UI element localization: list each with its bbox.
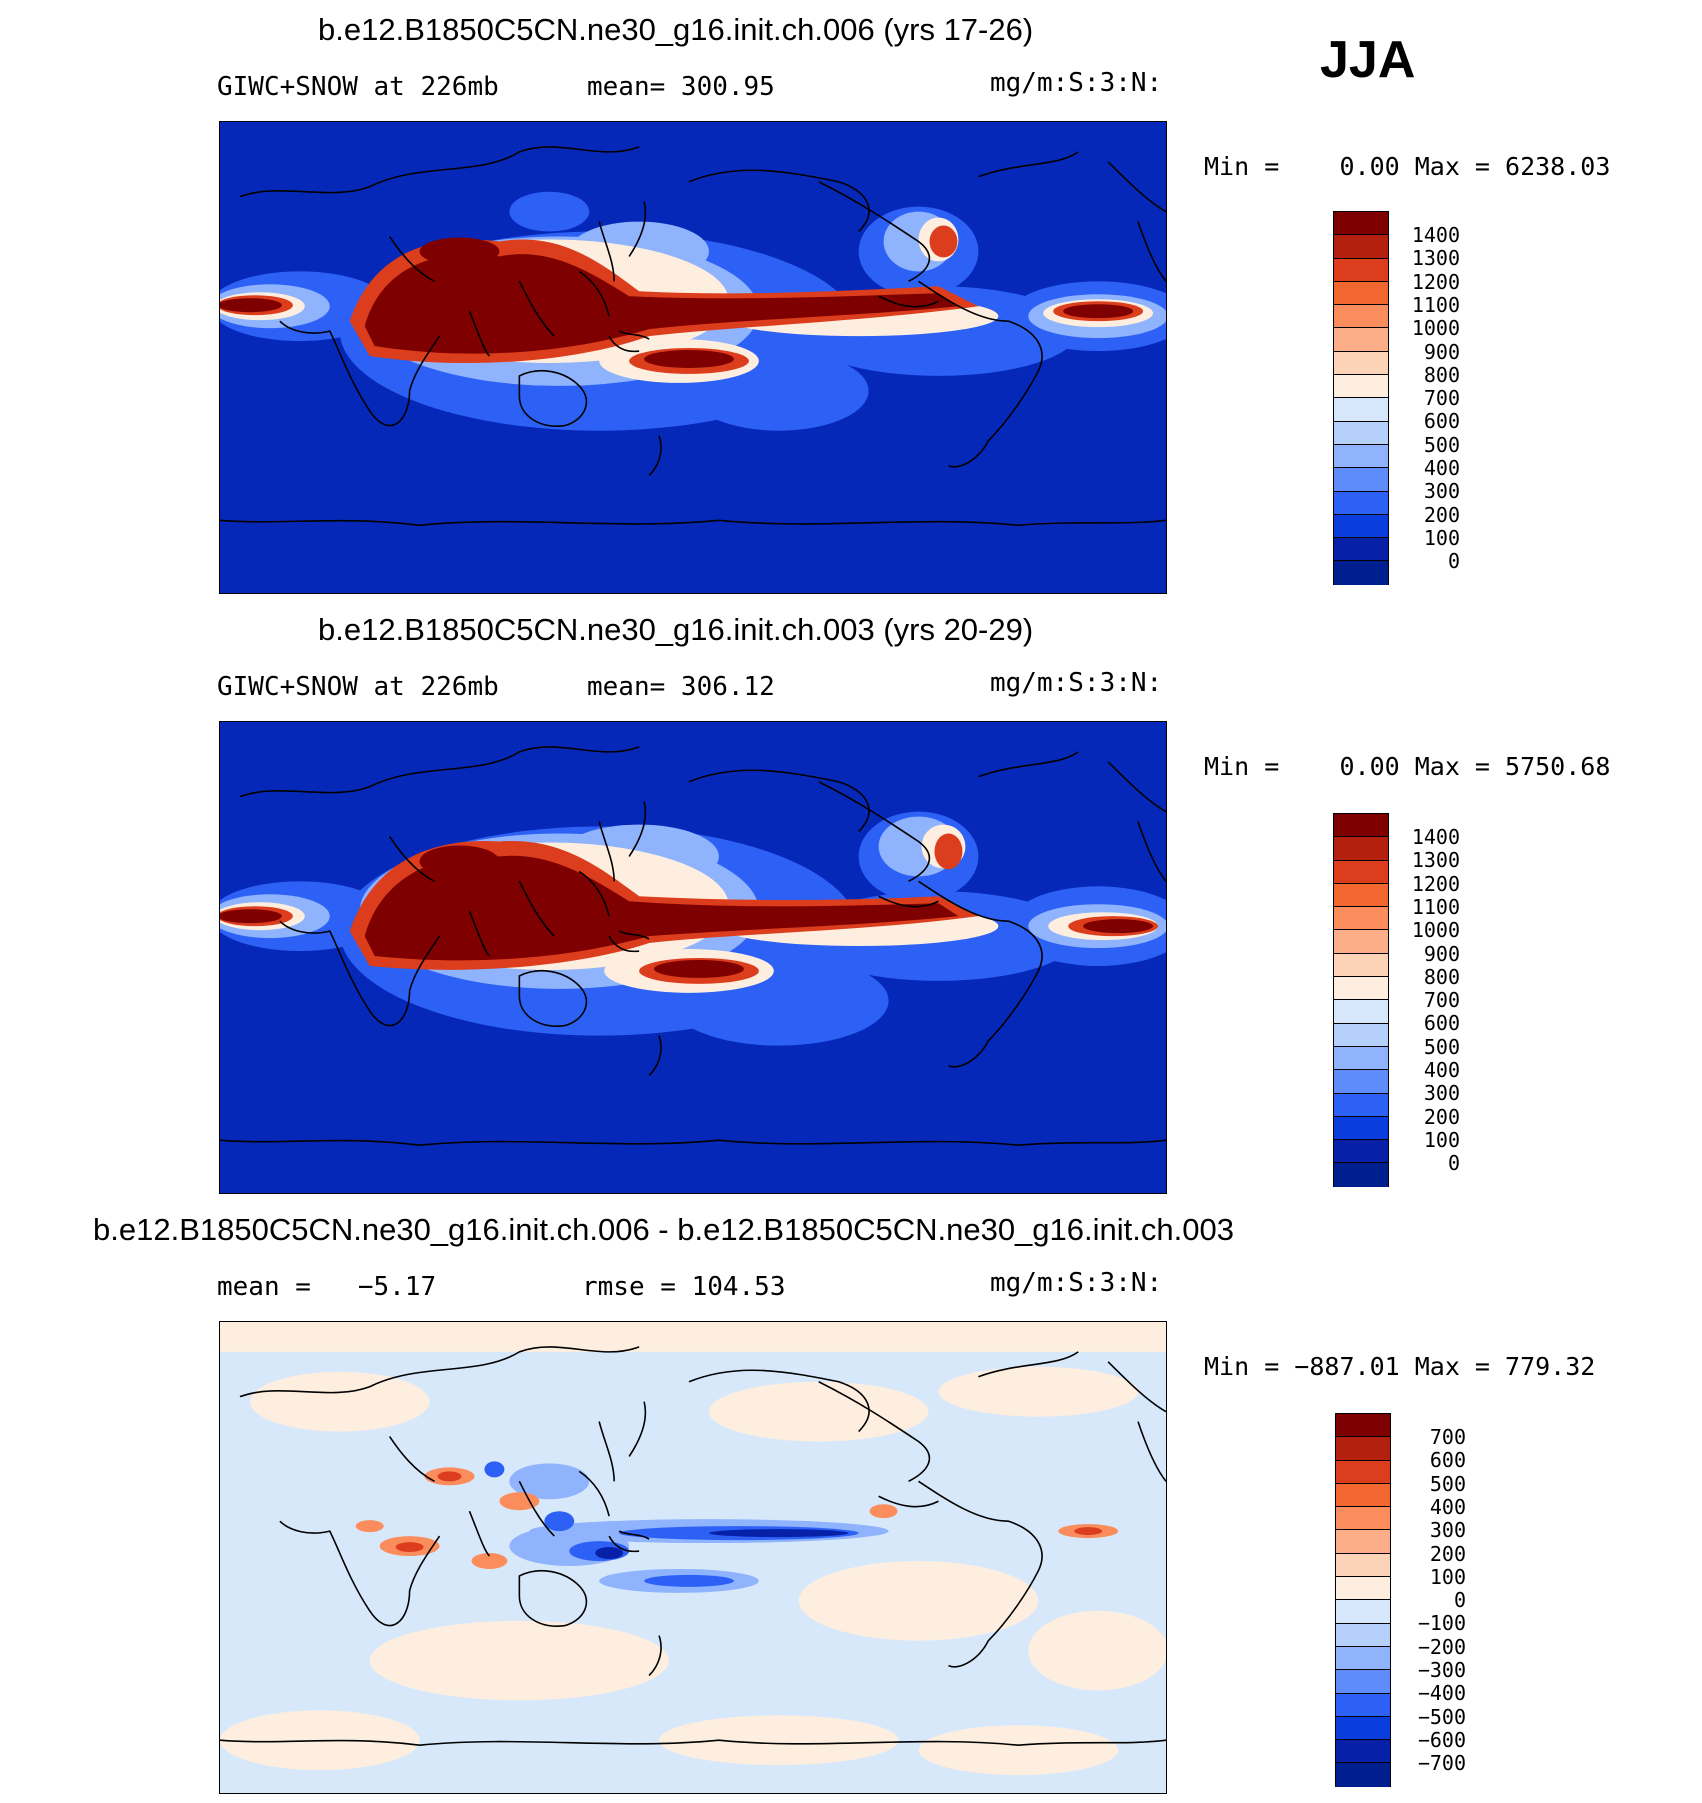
season-label: JJA (1320, 31, 1416, 89)
colorbar-label: 900 (1423, 339, 1460, 364)
colorbar-label: 900 (1423, 941, 1460, 966)
colorbar-label: 400 (1423, 1058, 1460, 1082)
colorbar-label: 100 (1429, 1564, 1466, 1589)
panel2-variable-label: GIWC+SNOW at 226mb (217, 672, 499, 702)
panel3-colorbar (1335, 1413, 1391, 1787)
colorbar-label: −600 (1417, 1727, 1466, 1752)
colorbar-label: 500 (1429, 1471, 1466, 1496)
panel3-rmse-label: rmse = 104.53 (582, 1272, 786, 1302)
colorbar-label: 500 (1423, 1034, 1460, 1059)
colorbar-label: −500 (1417, 1704, 1466, 1729)
panel1-title: b.e12.B1850C5CN.ne30_g16.init.ch.006 (yr… (318, 12, 1034, 47)
colorbar-label: 1100 (1411, 894, 1460, 919)
colorbar-label: −700 (1417, 1751, 1466, 1776)
colorbar-label: 1200 (1411, 269, 1460, 294)
colorbar-label: 400 (1429, 1494, 1466, 1519)
colorbar-label: 300 (1423, 1081, 1460, 1106)
panel1-units-label: mg/m:S:3:N: (990, 68, 1163, 98)
colorbar-label: −200 (1417, 1634, 1466, 1659)
panel1-minmax: Min = 0.00 Max = 6238.03 (1204, 152, 1611, 181)
colorbar-label: 800 (1423, 964, 1460, 989)
colorbar-label: −300 (1417, 1658, 1466, 1682)
colorbar-label: −100 (1417, 1611, 1466, 1636)
colorbar-label: 700 (1423, 988, 1460, 1013)
panel1-mean-label: mean= 300.95 (587, 72, 775, 102)
colorbar-label: 400 (1423, 456, 1460, 480)
colorbar-label: 300 (1429, 1518, 1466, 1543)
colorbar-label: 0 (1453, 1588, 1466, 1613)
panel3-map (219, 1321, 1167, 1794)
panel2-units-label: mg/m:S:3:N: (990, 668, 1163, 698)
colorbar-label: 1400 (1411, 223, 1460, 247)
colorbar-label: 700 (1423, 386, 1460, 411)
panel2-map (219, 721, 1167, 1194)
colorbar-label: 600 (1423, 1011, 1460, 1036)
panel2-mean-label: mean= 306.12 (587, 672, 775, 702)
panel1-map (219, 121, 1167, 594)
colorbar-label: 0 (1447, 1151, 1460, 1176)
panel3-minmax: Min = −887.01 Max = 779.32 (1204, 1352, 1596, 1381)
panel3-units-label: mg/m:S:3:N: (990, 1268, 1163, 1298)
colorbar-label: 1200 (1411, 871, 1460, 896)
colorbar-label: 1300 (1411, 848, 1460, 873)
colorbar-label: 1400 (1411, 825, 1460, 849)
colorbar-label: 200 (1423, 1104, 1460, 1129)
colorbar-label: 1000 (1411, 316, 1460, 341)
colorbar-label: −400 (1417, 1681, 1466, 1706)
colorbar-label: 0 (1447, 549, 1460, 574)
panel2-minmax: Min = 0.00 Max = 5750.68 (1204, 752, 1611, 781)
panel3-mean-label: mean = −5.17 (217, 1272, 437, 1302)
colorbar-label: 700 (1429, 1425, 1466, 1449)
colorbar-label: 100 (1423, 1127, 1460, 1152)
colorbar-label: 500 (1423, 432, 1460, 457)
panel1-variable-label: GIWC+SNOW at 226mb (217, 72, 499, 102)
colorbar-label: 200 (1429, 1541, 1466, 1566)
colorbar-label: 1100 (1411, 292, 1460, 317)
colorbar-label: 600 (1423, 409, 1460, 434)
colorbar-label: 100 (1423, 525, 1460, 550)
colorbar-label: 300 (1423, 479, 1460, 504)
panel3-title: b.e12.B1850C5CN.ne30_g16.init.ch.006 - b… (93, 1212, 1234, 1247)
colorbar-label: 1000 (1411, 918, 1460, 943)
colorbar-label: 1300 (1411, 246, 1460, 271)
panel2-colorbar (1333, 813, 1389, 1187)
colorbar-label: 200 (1423, 502, 1460, 527)
panel1-colorbar (1333, 211, 1389, 585)
panel2-title: b.e12.B1850C5CN.ne30_g16.init.ch.003 (yr… (318, 612, 1034, 647)
colorbar-label: 600 (1429, 1448, 1466, 1473)
colorbar-label: 800 (1423, 362, 1460, 387)
